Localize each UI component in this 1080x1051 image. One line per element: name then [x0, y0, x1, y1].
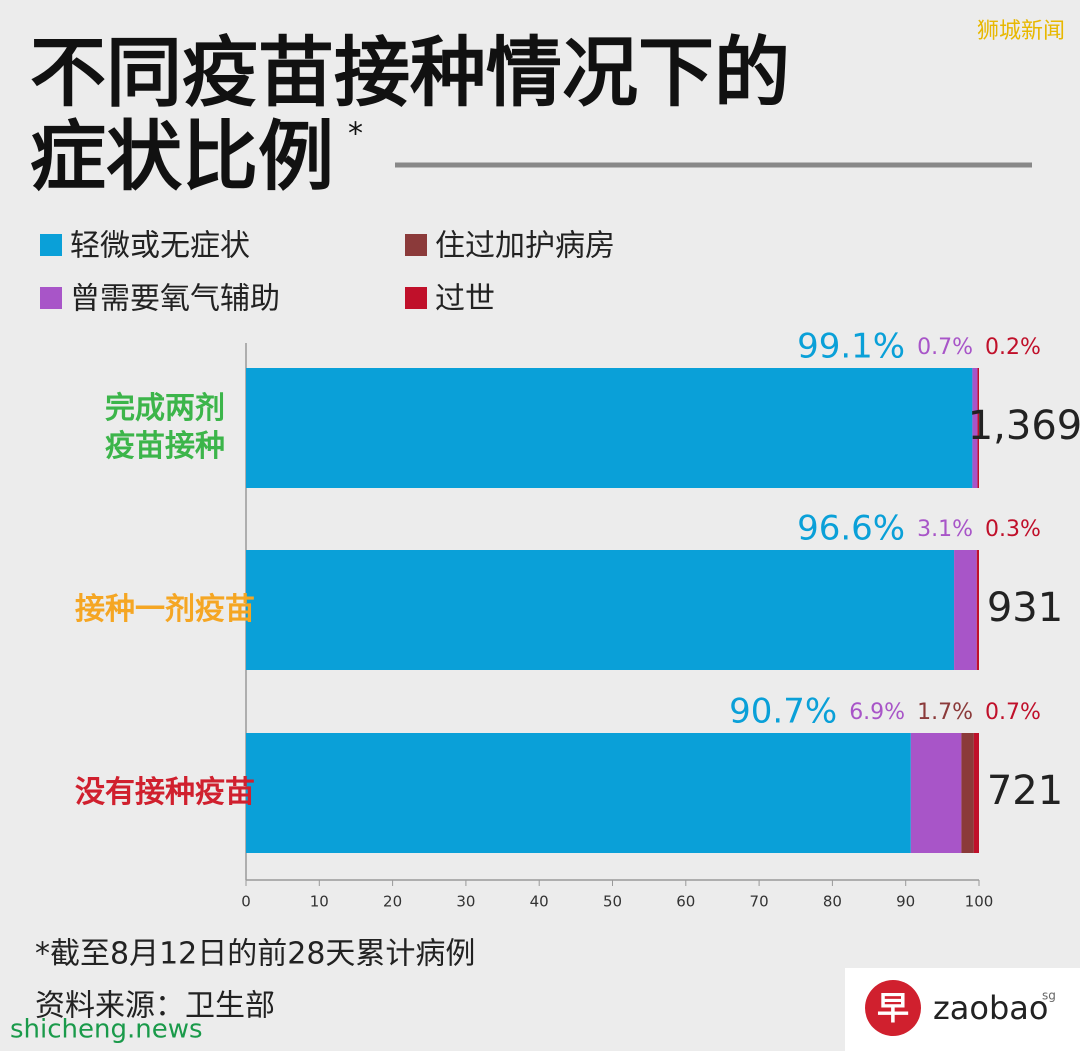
x-tick-label: 50: [603, 893, 622, 911]
bar-segment: [961, 733, 974, 853]
legend-swatch: [40, 287, 62, 309]
x-tick-label: 30: [456, 893, 475, 911]
category-label: 没有接种疫苗: [75, 775, 255, 810]
bar-segment: [246, 733, 911, 853]
legend-swatch: [40, 234, 62, 256]
count-label: 931: [987, 585, 1063, 631]
bar-segment: [246, 550, 955, 670]
logo-char: 早: [877, 989, 909, 1027]
bar-segment: [972, 368, 978, 488]
value-label: 6.9%: [849, 700, 905, 725]
legend-swatch: [405, 287, 427, 309]
x-tick-label: 0: [241, 893, 251, 911]
value-label: 1.7%: [917, 700, 973, 725]
x-tick-label: 80: [823, 893, 842, 911]
bar-segment: [910, 733, 962, 853]
x-tick-label: 40: [530, 893, 549, 911]
count-label: 721: [987, 768, 1063, 814]
legend-label: 过世: [435, 282, 495, 317]
x-tick-label: 70: [750, 893, 769, 911]
chart-title: 不同疫苗接种情况下的: [30, 28, 790, 117]
watermark: 狮城新闻: [977, 19, 1065, 44]
chart-title: 症状比例: [30, 112, 334, 201]
value-label: 99.1%: [797, 327, 905, 367]
bar-segment: [954, 550, 977, 670]
value-label: 0.3%: [985, 517, 1041, 542]
x-tick-label: 60: [676, 893, 695, 911]
bar-segment: [977, 368, 979, 488]
x-tick-label: 90: [896, 893, 915, 911]
category-label: 完成两剂 疫苗接种: [105, 391, 225, 464]
footnote: *截至8月12日的前28天累计病例: [35, 937, 475, 972]
count-label: 1,369: [968, 403, 1080, 449]
legend-label: 轻微或无症状: [70, 229, 250, 264]
legend-swatch: [405, 234, 427, 256]
x-tick-label: 20: [383, 893, 402, 911]
legend-label: 住过加护病房: [435, 229, 615, 264]
x-tick-label: 100: [965, 893, 994, 911]
value-label: 0.7%: [917, 335, 973, 360]
bar-segment: [976, 550, 979, 670]
logo-circle: [865, 980, 921, 1036]
logo-sup: sg: [1042, 989, 1056, 1003]
source: 资料来源：卫生部: [35, 989, 275, 1024]
value-label: 90.7%: [729, 692, 837, 732]
bar-segment: [246, 368, 973, 488]
value-label: 96.6%: [797, 509, 905, 549]
value-label: 0.7%: [985, 700, 1041, 725]
title-mark: *: [348, 117, 363, 152]
category-label: 接种一剂疫苗: [75, 592, 255, 627]
bar-segment: [973, 733, 979, 853]
x-tick-label: 10: [310, 893, 329, 911]
legend-label: 曾需要氧气辅助: [70, 282, 280, 317]
logo-text: zaobao: [933, 989, 1048, 1027]
value-label: 0.2%: [985, 335, 1041, 360]
value-label: 3.1%: [917, 517, 973, 542]
watermark: shicheng.news: [10, 1015, 203, 1045]
